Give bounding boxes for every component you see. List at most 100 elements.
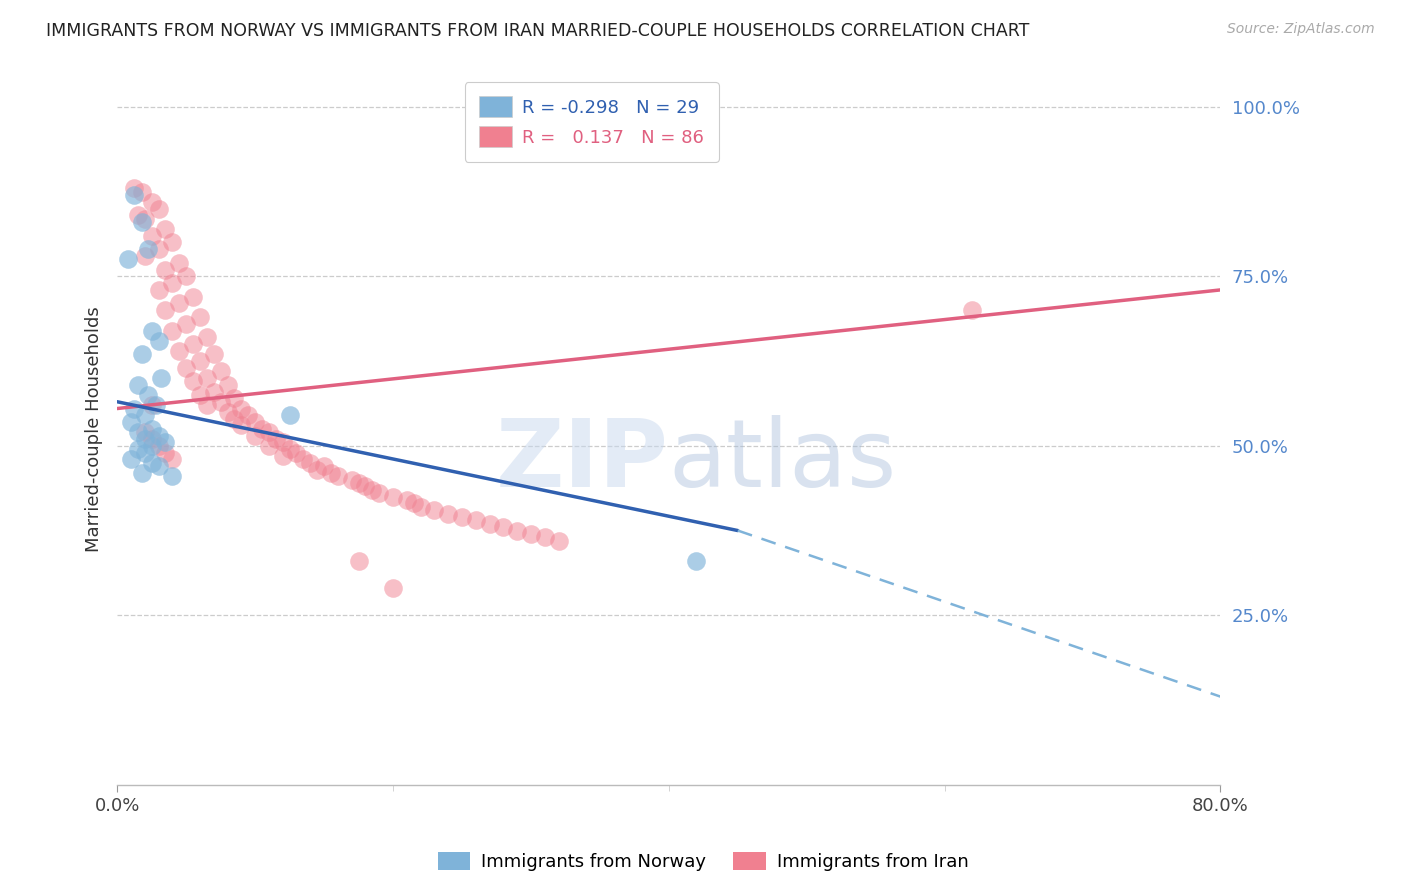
Point — [174, 269, 197, 284]
Point — [250, 422, 273, 436]
Point — [395, 493, 418, 508]
Point — [520, 527, 543, 541]
Point — [243, 428, 266, 442]
Point — [155, 222, 177, 236]
Text: IMMIGRANTS FROM NORWAY VS IMMIGRANTS FROM IRAN MARRIED-COUPLE HOUSEHOLDS CORRELA: IMMIGRANTS FROM NORWAY VS IMMIGRANTS FRO… — [46, 22, 1029, 40]
Point — [382, 490, 405, 504]
Point — [131, 347, 153, 361]
Point — [141, 324, 163, 338]
Point — [464, 513, 486, 527]
Point — [402, 496, 425, 510]
Point — [174, 360, 197, 375]
Point — [120, 415, 142, 429]
Point — [278, 409, 301, 423]
Point — [264, 432, 287, 446]
Point — [162, 276, 184, 290]
Point — [141, 398, 163, 412]
Point — [148, 428, 170, 442]
Point — [312, 459, 335, 474]
Point — [148, 439, 170, 453]
Point — [148, 283, 170, 297]
Point — [257, 425, 280, 440]
Point — [685, 554, 707, 568]
Point — [202, 384, 225, 399]
Point — [136, 242, 159, 256]
Point — [181, 290, 204, 304]
Point — [962, 303, 984, 318]
Point — [271, 449, 294, 463]
Point — [162, 235, 184, 250]
Point — [209, 394, 232, 409]
Point — [506, 524, 529, 538]
Point — [278, 442, 301, 457]
Point — [162, 452, 184, 467]
Point — [243, 415, 266, 429]
Point — [202, 347, 225, 361]
Point — [217, 377, 239, 392]
Point — [131, 185, 153, 199]
Point — [167, 256, 190, 270]
Point — [155, 262, 177, 277]
Point — [127, 208, 149, 222]
Point — [122, 181, 145, 195]
Point — [155, 303, 177, 318]
Point — [134, 249, 156, 263]
Point — [195, 398, 218, 412]
Point — [141, 432, 163, 446]
Point — [437, 507, 460, 521]
Point — [547, 533, 569, 548]
Point — [134, 432, 156, 446]
Y-axis label: Married-couple Households: Married-couple Households — [86, 306, 103, 552]
Point — [127, 442, 149, 457]
Point — [224, 411, 246, 425]
Point — [181, 375, 204, 389]
Point — [167, 296, 190, 310]
Point — [224, 392, 246, 406]
Point — [136, 388, 159, 402]
Point — [409, 500, 432, 514]
Point — [347, 476, 370, 491]
Point — [319, 466, 342, 480]
Point — [533, 530, 555, 544]
Point — [155, 435, 177, 450]
Point — [181, 337, 204, 351]
Point — [492, 520, 515, 534]
Point — [148, 242, 170, 256]
Point — [162, 469, 184, 483]
Point — [134, 445, 156, 459]
Point — [127, 377, 149, 392]
Text: ZIP: ZIP — [496, 415, 669, 507]
Text: Source: ZipAtlas.com: Source: ZipAtlas.com — [1227, 22, 1375, 37]
Point — [423, 503, 446, 517]
Point — [217, 405, 239, 419]
Point — [307, 462, 329, 476]
Legend: R = -0.298   N = 29, R =   0.137   N = 86: R = -0.298 N = 29, R = 0.137 N = 86 — [464, 82, 718, 161]
Point — [148, 202, 170, 216]
Point — [141, 194, 163, 209]
Point — [382, 581, 405, 595]
Point — [361, 483, 384, 497]
Point — [326, 469, 349, 483]
Point — [155, 445, 177, 459]
Legend: Immigrants from Norway, Immigrants from Iran: Immigrants from Norway, Immigrants from … — [430, 845, 976, 879]
Point — [134, 409, 156, 423]
Point — [238, 409, 260, 423]
Point — [131, 466, 153, 480]
Point — [134, 211, 156, 226]
Point — [195, 371, 218, 385]
Point — [148, 334, 170, 348]
Point — [127, 425, 149, 440]
Point — [292, 452, 315, 467]
Point — [451, 510, 474, 524]
Point — [120, 452, 142, 467]
Point — [478, 516, 501, 531]
Point — [134, 425, 156, 440]
Point — [188, 388, 211, 402]
Point — [231, 401, 253, 416]
Point — [188, 310, 211, 324]
Point — [167, 343, 190, 358]
Point — [347, 554, 370, 568]
Point — [231, 418, 253, 433]
Point — [299, 456, 322, 470]
Point — [145, 398, 167, 412]
